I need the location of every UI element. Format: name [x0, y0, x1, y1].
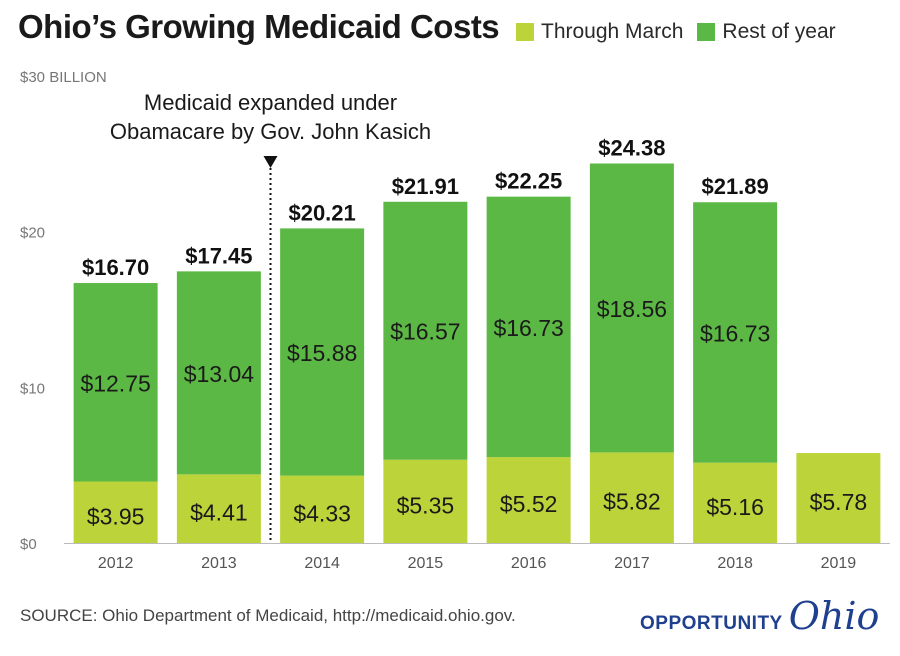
- expansion-marker-arrow: [263, 156, 278, 168]
- bar-segment: [589, 163, 674, 453]
- x-tick-label: 2016: [511, 555, 547, 572]
- legend-item-through-march: Through March: [516, 20, 683, 44]
- segment-value-label: $5.78: [810, 489, 868, 515]
- segment-value-label: $5.35: [397, 492, 455, 518]
- total-value-label: $21.91: [392, 174, 459, 199]
- total-value-label: $20.21: [288, 200, 355, 225]
- bar-segment: [486, 196, 571, 458]
- bar-segment: [383, 459, 468, 543]
- bar-segment: [176, 271, 261, 475]
- segment-value-label: $5.16: [706, 494, 764, 520]
- bar-segment: [383, 201, 468, 460]
- legend: Through March Rest of year: [516, 20, 850, 44]
- segment-value-label: $3.95: [87, 503, 145, 529]
- x-tick-label: 2015: [408, 555, 444, 572]
- bar-segment: [796, 453, 881, 543]
- y-tick-label: $10: [20, 380, 45, 397]
- bar-segment: [73, 481, 158, 543]
- segment-value-label: $16.73: [700, 320, 770, 346]
- x-tick-label: 2012: [98, 555, 134, 572]
- bar-segment: [280, 228, 365, 476]
- source-note: SOURCE: Ohio Department of Medicaid, htt…: [20, 606, 516, 625]
- x-tick-label: 2013: [201, 555, 237, 572]
- bar-segment: [693, 462, 778, 543]
- total-value-label: $24.38: [598, 135, 665, 160]
- logo-script: Ohio: [788, 594, 880, 638]
- segment-value-label: $4.33: [293, 500, 351, 526]
- x-tick-label: 2018: [717, 555, 753, 572]
- segment-value-label: $13.04: [184, 361, 255, 387]
- legend-label-through-march: Through March: [541, 20, 684, 43]
- y-tick-label: $20: [20, 225, 45, 242]
- bar-segment: [176, 474, 261, 543]
- legend-label-rest-of-year: Rest of year: [722, 20, 836, 43]
- annotation-line-2: Obamacare by Gov. John Kasich: [110, 119, 431, 144]
- opportunity-ohio-logo: OPPORTUNITY Ohio: [640, 594, 879, 638]
- total-value-label: $16.70: [82, 255, 149, 280]
- bar-segment: [589, 452, 674, 543]
- segment-value-label: $16.73: [493, 315, 563, 341]
- segment-value-label: $18.56: [597, 296, 667, 322]
- legend-item-rest-of-year: Rest of year: [697, 20, 836, 44]
- legend-swatch-through-march: [516, 23, 534, 41]
- segment-value-label: $4.41: [190, 500, 248, 526]
- total-value-label: $22.25: [495, 169, 562, 194]
- chart-title: Ohio’s Growing Medicaid Costs: [18, 8, 500, 45]
- logo-word: OPPORTUNITY: [640, 613, 783, 634]
- annotation-line-1: Medicaid expanded under: [144, 90, 397, 115]
- segment-value-label: $5.82: [603, 489, 661, 515]
- y-tick-label: $30 BILLION: [20, 69, 107, 86]
- bar-segment: [693, 202, 778, 463]
- total-value-label: $17.45: [185, 243, 252, 268]
- segment-value-label: $5.52: [500, 491, 558, 517]
- bar-segment: [73, 283, 158, 482]
- x-tick-label: 2019: [821, 555, 857, 572]
- bar-segment: [486, 457, 571, 543]
- legend-swatch-rest-of-year: [697, 23, 716, 41]
- total-value-label: $21.89: [701, 174, 768, 199]
- y-tick-label: $0: [20, 536, 37, 553]
- segment-value-label: $15.88: [287, 340, 357, 366]
- bar-segment: [280, 475, 365, 543]
- segment-value-label: $16.57: [390, 319, 460, 345]
- x-tick-label: 2017: [614, 555, 650, 572]
- x-tick-label: 2014: [304, 555, 340, 572]
- segment-value-label: $12.75: [80, 370, 150, 396]
- bar-chart: $0 $10 $20 $30 BILLION $3.95 $12.75 $16.70 2012…: [20, 69, 890, 572]
